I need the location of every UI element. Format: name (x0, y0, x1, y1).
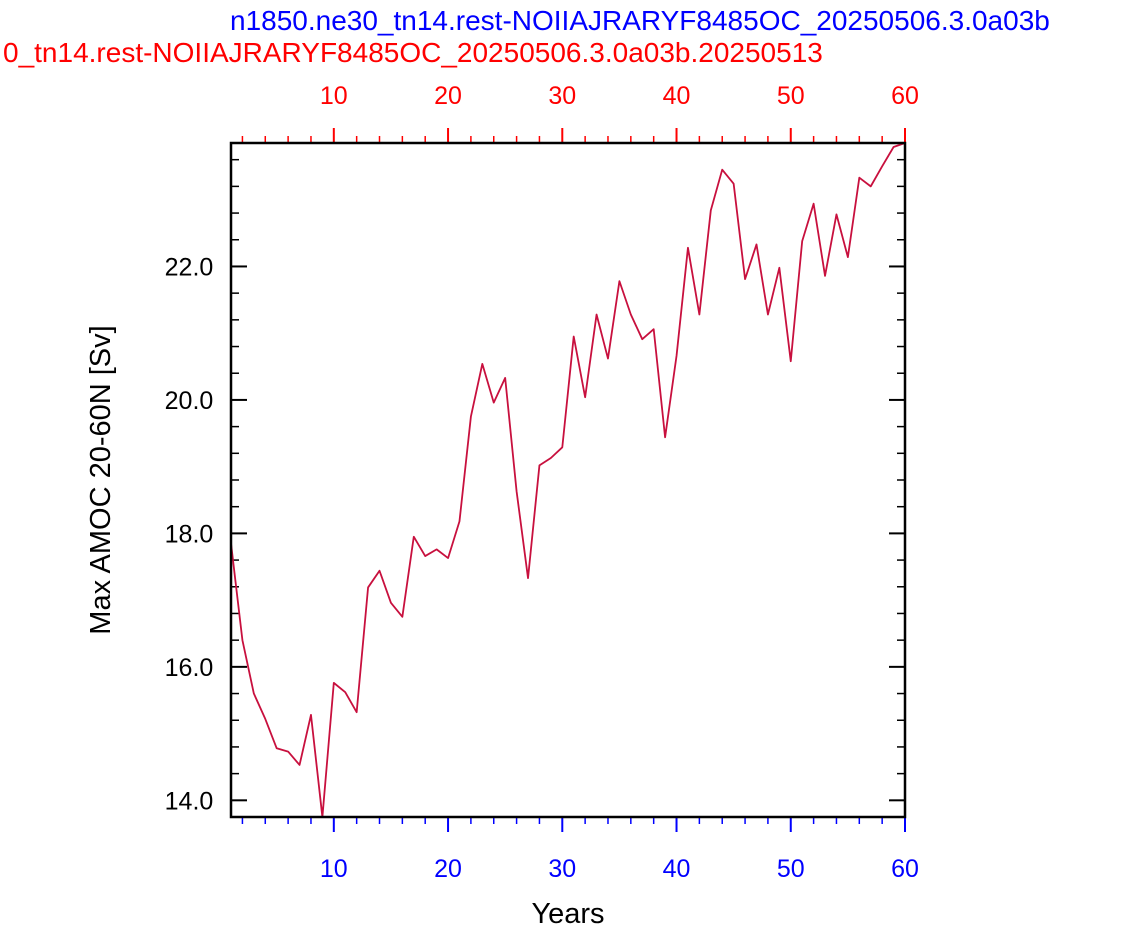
series-line (230, 142, 906, 818)
y-tick-label: 18.0 (165, 520, 214, 548)
x-axis-label: Years (531, 898, 604, 930)
y-axis-label: Max AMOC 20-60N [Sv] (85, 325, 117, 634)
x-tick-label-top: 40 (663, 82, 691, 110)
plot-frame (229, 141, 907, 819)
y-tick-label: 20.0 (165, 387, 214, 415)
tick-labels: 10 10 20 20 30 30 40 40 50 50 60 60 14.0 16.0 18.0 20.0… (165, 82, 919, 883)
x-tick-label-bottom: 60 (891, 855, 919, 883)
x-tick-label-top: 30 (548, 82, 576, 110)
x-tick-label-top: 50 (777, 82, 805, 110)
x-tick-label-bottom: 50 (777, 855, 805, 883)
chart-title-blue: n1850.ne30_tn14.rest-NOIIAJRARYF8485OC_2… (230, 5, 1050, 36)
x-tick-label-bottom: 20 (434, 855, 462, 883)
x-tick-label-top: 60 (891, 82, 919, 110)
y-tick-label: 14.0 (165, 787, 214, 815)
x-tick-label-bottom: 10 (320, 855, 348, 883)
x-tick-label-bottom: 40 (663, 855, 691, 883)
chart-title-red: 0_tn14.rest-NOIIAJRARYF8485OC_20250506.3… (3, 37, 823, 68)
y-tick-label: 16.0 (165, 654, 214, 682)
x-tick-label-bottom: 30 (548, 855, 576, 883)
x-tick-label-top: 20 (434, 82, 462, 110)
y-tick-label: 22.0 (165, 253, 214, 281)
x-tick-label-top: 10 (320, 82, 348, 110)
